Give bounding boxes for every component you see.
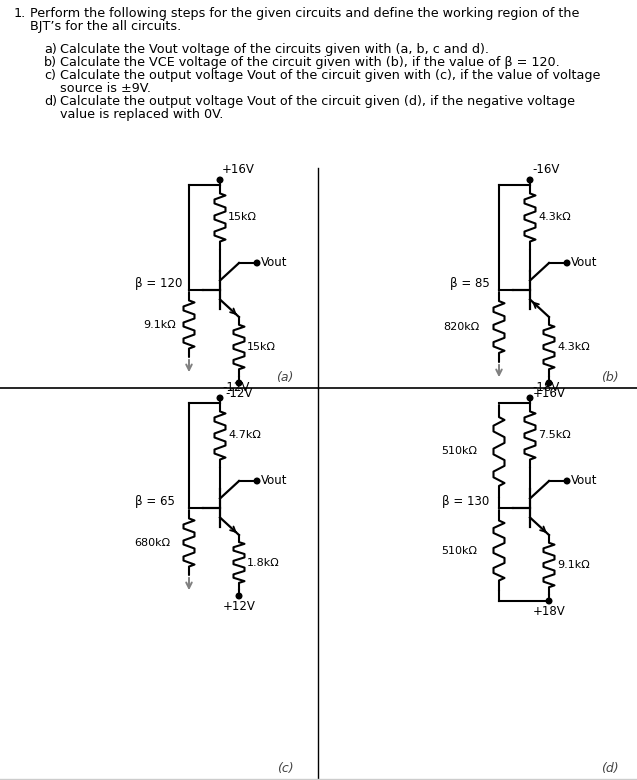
Text: β = 85: β = 85 [450, 278, 490, 290]
Text: Calculate the output voltage Vout of the circuit given with (c), if the value of: Calculate the output voltage Vout of the… [60, 69, 601, 82]
Text: Vout: Vout [261, 257, 287, 270]
Text: Calculate the VCE voltage of the circuit given with (b), if the value of β = 120: Calculate the VCE voltage of the circuit… [60, 56, 560, 69]
Circle shape [236, 380, 242, 386]
Text: 680kΩ: 680kΩ [134, 537, 170, 548]
Text: 820kΩ: 820kΩ [443, 322, 479, 332]
Text: β = 130: β = 130 [442, 495, 489, 509]
Text: value is replaced with 0V.: value is replaced with 0V. [60, 108, 224, 121]
Text: Calculate the Vout voltage of the circuits given with (a, b, c and d).: Calculate the Vout voltage of the circui… [60, 43, 489, 56]
Text: 510kΩ: 510kΩ [441, 545, 477, 555]
Text: -18V: -18V [532, 381, 559, 394]
Circle shape [527, 395, 533, 401]
Circle shape [546, 380, 552, 386]
Text: 1.: 1. [14, 7, 26, 20]
Circle shape [564, 478, 570, 484]
Text: 9.1kΩ: 9.1kΩ [557, 560, 590, 570]
Text: Vout: Vout [571, 257, 598, 270]
Text: d): d) [44, 95, 57, 108]
Text: 4.3kΩ: 4.3kΩ [557, 342, 590, 352]
Text: Vout: Vout [571, 474, 598, 488]
Text: 4.7kΩ: 4.7kΩ [228, 431, 261, 441]
Text: -16V: -16V [532, 163, 559, 176]
Text: +16V: +16V [222, 163, 255, 176]
Text: 510kΩ: 510kΩ [441, 446, 477, 456]
Text: -12V: -12V [222, 381, 249, 394]
Text: Calculate the output voltage Vout of the circuit given (d), if the negative volt: Calculate the output voltage Vout of the… [60, 95, 575, 108]
Text: β = 65: β = 65 [135, 495, 175, 509]
Text: 1.8kΩ: 1.8kΩ [247, 558, 280, 568]
Circle shape [546, 598, 552, 604]
Text: b): b) [44, 56, 57, 69]
Circle shape [527, 177, 533, 183]
Text: a): a) [44, 43, 57, 56]
Text: (b): (b) [601, 371, 619, 384]
Text: Vout: Vout [261, 474, 287, 488]
Text: c): c) [44, 69, 56, 82]
Text: 15kΩ: 15kΩ [247, 342, 276, 352]
Text: 15kΩ: 15kΩ [228, 212, 257, 222]
Text: +16V: +16V [533, 387, 566, 400]
Text: BJT’s for the all circuits.: BJT’s for the all circuits. [30, 20, 182, 33]
Text: 7.5kΩ: 7.5kΩ [538, 431, 571, 441]
Circle shape [254, 478, 260, 484]
Text: β = 120: β = 120 [135, 278, 182, 290]
Circle shape [236, 594, 242, 599]
Text: (c): (c) [276, 762, 293, 775]
Text: +12V: +12V [222, 600, 255, 613]
Text: -12V: -12V [225, 387, 253, 400]
Text: 9.1kΩ: 9.1kΩ [143, 320, 176, 329]
Circle shape [217, 395, 223, 401]
Text: +18V: +18V [533, 605, 566, 618]
Circle shape [254, 261, 260, 266]
Circle shape [217, 177, 223, 183]
Text: Perform the following steps for the given circuits and define the working region: Perform the following steps for the give… [30, 7, 580, 20]
Text: (d): (d) [601, 762, 619, 775]
Circle shape [564, 261, 570, 266]
Text: source is ±9V.: source is ±9V. [60, 82, 151, 95]
Text: 4.3kΩ: 4.3kΩ [538, 212, 571, 222]
Text: (a): (a) [276, 371, 294, 384]
